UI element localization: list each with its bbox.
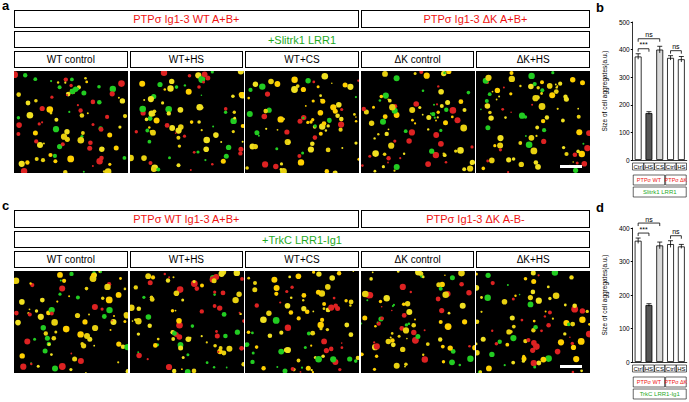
html-text:WT+CS: WT+CS xyxy=(284,254,320,265)
html-text:+Slitrk1 LRR1: +Slitrk1 LRR1 xyxy=(267,33,337,46)
svg-text:500: 500 xyxy=(619,19,630,26)
svg-text:Ctrl: Ctrl xyxy=(633,164,642,170)
svg-text:200: 200 xyxy=(619,101,630,108)
svg-text:ns: ns xyxy=(645,31,653,38)
svg-text:Slitrk1 LRR1: Slitrk1 LRR1 xyxy=(643,189,677,195)
html-text:WT control: WT control xyxy=(46,54,95,65)
html-text:PTPσ Ig1-3 ΔK A-B-: PTPσ Ig1-3 ΔK A-B- xyxy=(426,213,525,225)
svg-text:d: d xyxy=(596,200,604,215)
svg-text:b: b xyxy=(596,0,604,15)
svg-text:***: *** xyxy=(639,226,647,233)
svg-text:0: 0 xyxy=(626,157,630,164)
svg-text:PTPσ WT: PTPσ WT xyxy=(637,379,662,385)
svg-text:ns: ns xyxy=(672,43,680,50)
svg-text:400: 400 xyxy=(619,46,630,53)
svg-text:Ctrl: Ctrl xyxy=(666,164,675,170)
html-text:PTPσ WT Ig1-3 A+B+: PTPσ WT Ig1-3 A+B+ xyxy=(133,213,240,225)
svg-text:HS: HS xyxy=(677,366,685,372)
svg-text:***: *** xyxy=(639,41,647,48)
svg-text:ns: ns xyxy=(672,228,680,235)
html-text:WT+CS: WT+CS xyxy=(284,54,320,65)
svg-text:100: 100 xyxy=(619,325,630,332)
svg-text:0: 0 xyxy=(626,359,630,366)
html-text:ΔK control: ΔK control xyxy=(394,54,441,65)
svg-text:Ctrl: Ctrl xyxy=(666,366,675,372)
svg-text:Size of cell aggregates(a.u.): Size of cell aggregates(a.u.) xyxy=(601,51,609,132)
html-text:WT+HS: WT+HS xyxy=(168,254,204,265)
svg-text:CS: CS xyxy=(656,366,664,372)
html-text:ΔK+HS: ΔK+HS xyxy=(516,254,550,265)
svg-text:ns: ns xyxy=(645,216,653,223)
svg-text:200: 200 xyxy=(619,292,630,299)
svg-text:HS: HS xyxy=(645,164,653,170)
html-text:ΔK control: ΔK control xyxy=(394,254,441,265)
svg-text:TrkC LRR1-Ig1: TrkC LRR1-Ig1 xyxy=(640,391,681,397)
svg-text:Size of cell aggregates(a.u.): Size of cell aggregates(a.u.) xyxy=(601,255,609,336)
svg-text:PTPσ WT: PTPσ WT xyxy=(637,177,662,183)
html-text:+TrkC LRR1-Ig1: +TrkC LRR1-Ig1 xyxy=(262,233,342,246)
svg-text:400: 400 xyxy=(619,225,630,232)
html-text:PTPσ Ig1-3 WT A+B+: PTPσ Ig1-3 WT A+B+ xyxy=(133,13,240,25)
svg-text:PTPσ ΔK: PTPσ ΔK xyxy=(665,177,688,183)
html-text:PTPσ Ig1-3 ΔK A+B+: PTPσ Ig1-3 ΔK A+B+ xyxy=(423,13,528,25)
svg-text:Ctrl: Ctrl xyxy=(633,366,642,372)
svg-text:PTPσ ΔK: PTPσ ΔK xyxy=(665,379,688,385)
html-text:c: c xyxy=(2,198,10,213)
svg-text:100: 100 xyxy=(619,129,630,136)
html-text:WT+HS: WT+HS xyxy=(168,54,204,65)
svg-text:300: 300 xyxy=(619,258,630,265)
svg-text:300: 300 xyxy=(619,74,630,81)
svg-text:CS: CS xyxy=(656,164,664,170)
svg-text:HS: HS xyxy=(677,164,685,170)
svg-text:HS: HS xyxy=(645,366,653,372)
html-text:WT control: WT control xyxy=(46,254,95,265)
html-text:ΔK+HS: ΔK+HS xyxy=(516,54,550,65)
